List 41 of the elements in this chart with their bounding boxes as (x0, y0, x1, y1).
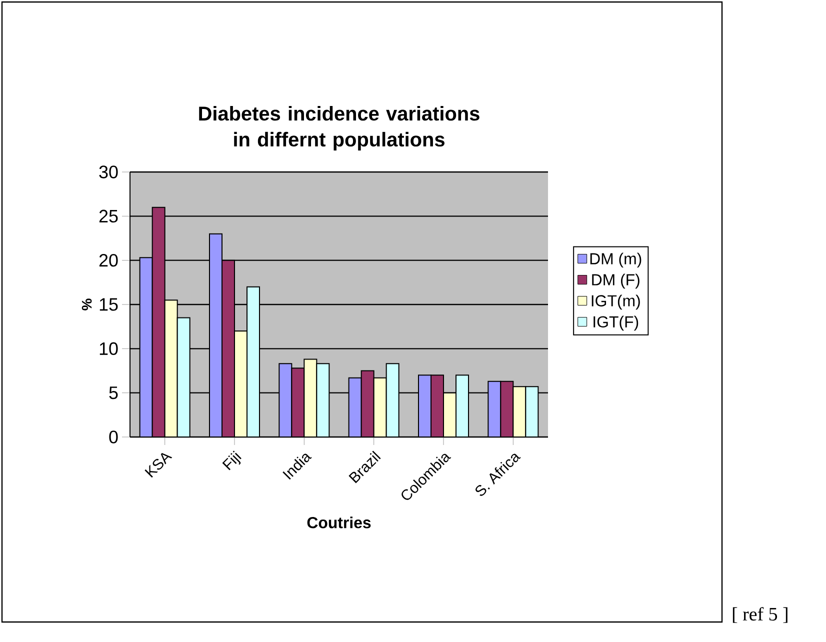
bar (222, 260, 235, 437)
bar (443, 392, 456, 437)
legend-label: IGT(m) (592, 294, 640, 310)
bar (525, 386, 539, 437)
bar (386, 363, 400, 437)
bar (488, 380, 502, 437)
chart-title: Diabetes incidence variations in differnt populations (199, 106, 480, 151)
bar (304, 359, 317, 437)
bar (279, 364, 292, 437)
legend-label: DM (m) (590, 252, 642, 268)
bar (152, 206, 166, 437)
bar (209, 233, 222, 437)
x-axis-title: Coutries (307, 516, 371, 528)
y-axis-title: % (82, 298, 92, 310)
text: [ ref 5 ] (732, 607, 788, 623)
y-tick-label: 30 (99, 166, 118, 178)
bar (373, 377, 387, 437)
y-tick-label: 20 (99, 254, 118, 267)
bar (512, 386, 526, 437)
bar (418, 374, 432, 437)
bar (316, 364, 330, 437)
bar (176, 317, 190, 437)
bar (234, 330, 248, 437)
x-tick-label: Fiji (222, 450, 242, 470)
legend-label: IGT(F) (594, 316, 638, 331)
y-tick-label: 0 (109, 430, 118, 444)
legend-label: DM (F) (592, 274, 640, 289)
y-tick-label: 10 (100, 342, 118, 356)
y-tick-label: 5 (109, 386, 118, 400)
bar (456, 374, 469, 437)
bar (246, 286, 260, 437)
bar (164, 300, 178, 437)
y-tick-label: 15 (100, 298, 118, 311)
y-tick-label: 25 (99, 210, 118, 223)
bar (348, 377, 362, 437)
bar (430, 374, 444, 437)
bar (500, 380, 514, 437)
bar (360, 370, 374, 437)
x-tick-label: KSA (144, 453, 172, 478)
bar (139, 257, 153, 437)
bar (292, 368, 304, 437)
